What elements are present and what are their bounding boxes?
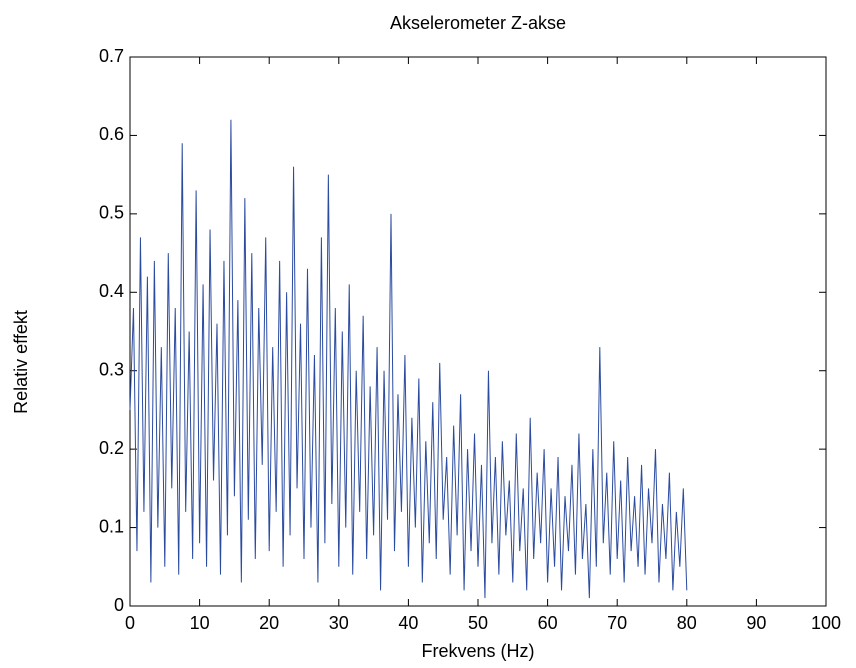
x-tick-label: 30: [329, 613, 349, 633]
x-tick-label: 100: [811, 613, 841, 633]
y-tick-label: 0.5: [99, 203, 124, 223]
x-tick-label: 40: [398, 613, 418, 633]
plot-frame: [129, 56, 827, 607]
data-line: [129, 119, 688, 599]
x-tick-label: 50: [468, 613, 488, 633]
y-tick-label: 0.4: [99, 281, 124, 301]
x-axis-label: Frekvens (Hz): [421, 641, 534, 661]
y-tick-label: 0.6: [99, 124, 124, 144]
y-axis-label: Relativ effekt: [11, 310, 31, 414]
y-tick-label: 0.7: [99, 46, 124, 66]
y-tick-label: 0.1: [99, 516, 124, 536]
chart-title: Akselerometer Z-akse: [390, 13, 566, 33]
y-tick-label: 0.3: [99, 359, 124, 379]
x-tick-label: 10: [190, 613, 210, 633]
x-tick-label: 70: [607, 613, 627, 633]
y-tick-label: 0: [114, 595, 124, 615]
x-tick-label: 90: [746, 613, 766, 633]
x-tick-label: 60: [538, 613, 558, 633]
x-tick-label: 80: [677, 613, 697, 633]
y-tick-label: 0.2: [99, 438, 124, 458]
x-tick-label: 0: [125, 613, 135, 633]
x-tick-label: 20: [259, 613, 279, 633]
